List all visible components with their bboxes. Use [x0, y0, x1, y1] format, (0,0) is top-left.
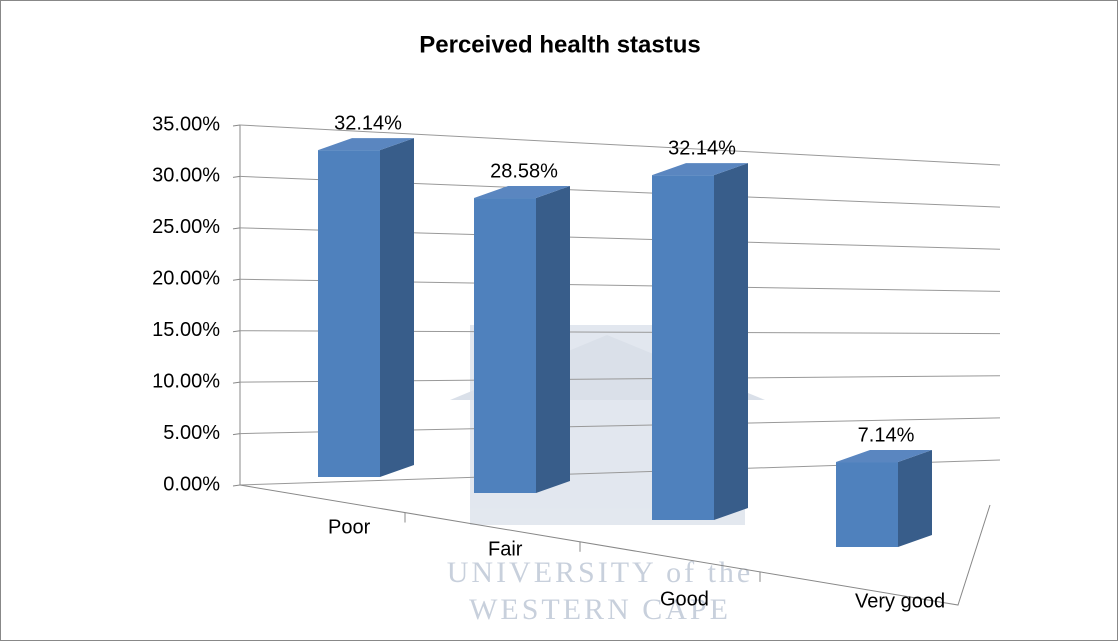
- y-tick: [232, 175, 241, 178]
- bar: [652, 175, 714, 520]
- bar-side: [714, 163, 748, 520]
- data-label: 32.14%: [668, 137, 736, 159]
- y-tick: [232, 124, 241, 127]
- y-tick-label: 25.00%: [152, 216, 220, 238]
- bar-side: [898, 450, 932, 547]
- y-tick: [232, 278, 241, 281]
- bar: [836, 462, 898, 547]
- y-tick: [232, 330, 241, 333]
- y-tick-label: 10.00%: [152, 370, 220, 392]
- y-tick-label: 0.00%: [163, 473, 220, 495]
- y-tick: [232, 381, 241, 384]
- bar-side: [536, 186, 570, 494]
- y-tick-label: 30.00%: [152, 165, 220, 187]
- grid-line: [239, 124, 1001, 166]
- bar: [318, 150, 380, 477]
- y-tick-label: 20.00%: [152, 268, 220, 290]
- bar-top: [474, 186, 570, 199]
- x-tick-label: Poor: [328, 516, 371, 538]
- bar: [474, 198, 536, 494]
- bar-top: [836, 450, 932, 463]
- data-label: 32.14%: [334, 112, 402, 134]
- data-label: 7.14%: [858, 424, 915, 446]
- watermark-text: WESTERN CAPE: [469, 593, 731, 626]
- y-tick: [232, 227, 241, 230]
- y-tick-label: 5.00%: [163, 422, 220, 444]
- y-tick-label: 15.00%: [152, 319, 220, 341]
- watermark-text: UNIVERSITY of the: [447, 556, 754, 589]
- y-tick: [232, 484, 241, 487]
- floor: [239, 484, 991, 606]
- y-tick: [232, 433, 241, 436]
- y-tick-label: 35.00%: [152, 113, 220, 135]
- x-tick-label: Very good: [855, 590, 945, 612]
- bar-side: [380, 138, 414, 477]
- data-label: 28.58%: [490, 160, 558, 182]
- bar-top: [652, 163, 748, 176]
- chart-title: Perceived health stastus: [419, 31, 700, 58]
- x-tick-label: Fair: [488, 538, 523, 560]
- bar-top: [318, 138, 414, 151]
- x-tick-label: Good: [660, 588, 709, 610]
